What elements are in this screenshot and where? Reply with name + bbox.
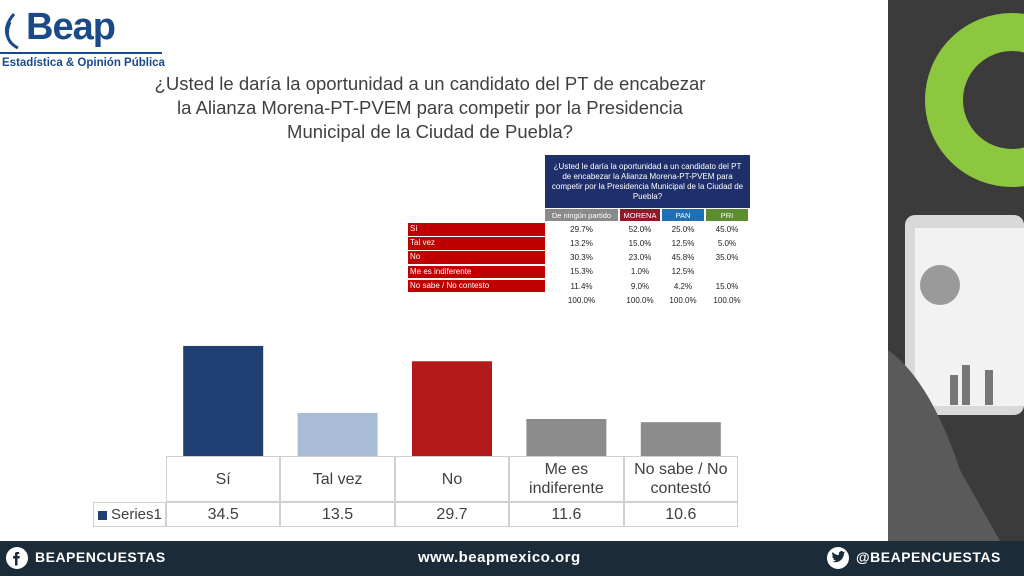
hand xyxy=(888,350,1000,541)
table-cell: 25.0% xyxy=(671,224,695,234)
table-cell: 23.0% xyxy=(628,253,652,263)
value-label: 29.7 xyxy=(394,502,510,527)
column-header: PAN xyxy=(662,209,704,221)
table-cell: 30.3% xyxy=(570,253,593,263)
table-cell: 13.2% xyxy=(570,238,593,248)
total-cell: 100.0% xyxy=(567,295,596,305)
footer-twitter[interactable]: @BEAPENCUESTAS xyxy=(856,549,1001,565)
logo-brand: Beap xyxy=(26,6,116,48)
category-label: Tal vez xyxy=(280,456,395,502)
category-label: Sí xyxy=(166,456,281,502)
column-header: PRI xyxy=(706,209,748,221)
column-header: MORENA xyxy=(620,209,660,221)
logo-tagline: Estadística & Opinión Pública xyxy=(2,57,165,69)
title-line: Municipal de la Ciudad de Puebla? xyxy=(287,121,573,142)
tablet-bar xyxy=(950,375,958,405)
tablet-pie xyxy=(920,265,960,305)
column-header: De ningún partido xyxy=(545,209,618,221)
category-label: No sabe / No contestó xyxy=(623,456,738,502)
logo-swirl xyxy=(5,13,19,50)
value-label: 10.6 xyxy=(623,502,738,527)
table-cell: 15.3% xyxy=(570,267,593,277)
table-cell: 35.0% xyxy=(715,253,739,263)
row-label: Tal vez xyxy=(408,237,545,250)
row-label: Me es indiferente xyxy=(408,265,545,279)
table-header: ¿Usted le daría la oportunidad a un cand… xyxy=(545,155,750,208)
bar xyxy=(183,345,264,456)
table-cell: 45.0% xyxy=(715,224,739,234)
table-cell: 29.7% xyxy=(570,224,593,234)
total-cell: 100.0% xyxy=(669,295,697,305)
value-label: 11.6 xyxy=(509,502,624,527)
legend-swatch xyxy=(98,511,107,520)
table-cell: 11.4% xyxy=(570,281,593,291)
footer-facebook[interactable]: BEAPENCUESTAS xyxy=(35,549,166,565)
category-label: Me es indiferente xyxy=(509,456,624,502)
twitter-glyph xyxy=(831,551,846,563)
table-cell: 45.8% xyxy=(671,253,695,263)
row-label: No sabe / No contesto xyxy=(408,279,545,293)
legend-entry: Series1 xyxy=(93,502,166,527)
table-cell: 52.0% xyxy=(628,224,652,234)
title-line: la Alianza Morena-PT-PVEM para competir … xyxy=(177,97,683,118)
value-label: 13.5 xyxy=(280,502,395,527)
total-cell: 100.0% xyxy=(626,295,654,305)
chart xyxy=(183,345,721,456)
bar xyxy=(412,361,492,456)
value-label: 34.5 xyxy=(166,502,281,527)
title-line: ¿Usted le daría la oportunidad a un cand… xyxy=(154,73,706,94)
bar xyxy=(526,418,607,456)
table-cell: 1.0% xyxy=(630,267,650,277)
footer-bar xyxy=(0,541,1024,576)
bar xyxy=(297,412,378,456)
table-cell: 15.0% xyxy=(715,281,739,291)
row-label: No xyxy=(408,251,545,264)
footer-website[interactable]: www.beapmexico.org xyxy=(418,549,581,566)
table-cell: 5.0% xyxy=(717,238,737,248)
total-cell: 100.0% xyxy=(713,295,741,305)
green-ring xyxy=(925,13,1024,187)
bar xyxy=(640,422,721,456)
legend-label: Series1 xyxy=(111,506,162,523)
table-cell: 9.0% xyxy=(630,281,650,291)
tablet-bar xyxy=(962,365,970,405)
table-cell: 12.5% xyxy=(671,267,695,277)
title: ¿Usted le daría la oportunidad a un cand… xyxy=(150,72,710,144)
table-cell: 12.5% xyxy=(671,238,695,248)
table-cell: 4.2% xyxy=(673,281,693,291)
row-label: Sí xyxy=(408,223,545,236)
category-label: No xyxy=(394,456,510,502)
facebook-glyph xyxy=(13,552,20,566)
table-cell: 15.0% xyxy=(628,238,652,248)
tablet-bar xyxy=(985,370,993,405)
